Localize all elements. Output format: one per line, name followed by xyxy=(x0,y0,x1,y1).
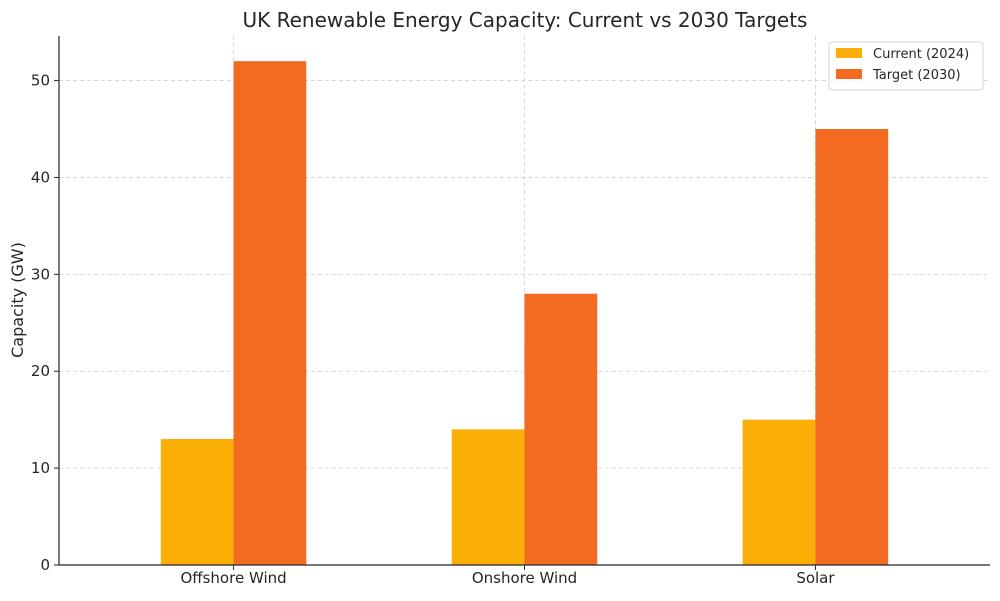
y-tick-label: 40 xyxy=(31,168,50,186)
legend-swatch xyxy=(836,69,862,79)
bar-target xyxy=(524,293,598,565)
x-tick-label: Offshore Wind xyxy=(180,569,286,587)
bar-target xyxy=(233,61,307,565)
x-tick-label: Onshore Wind xyxy=(472,569,577,587)
legend-label: Target (2030) xyxy=(872,68,961,83)
legend-box xyxy=(828,41,984,91)
y-axis-label: Capacity (GW) xyxy=(8,242,27,358)
bar-current xyxy=(742,419,816,565)
y-tick-label: 10 xyxy=(31,459,50,477)
bar-current xyxy=(451,429,525,565)
y-tick-label: 30 xyxy=(31,265,50,283)
bars xyxy=(160,61,889,565)
bar-target xyxy=(815,129,889,565)
legend-swatch xyxy=(836,48,862,58)
bar-current xyxy=(160,439,234,565)
y-tick-label: 50 xyxy=(31,72,50,90)
tick-labels: 0 10 20 30 40 50 Offshore Wind Onshore Wind Sola… xyxy=(31,72,835,587)
y-tick-label: 20 xyxy=(31,362,50,380)
chart-title: UK Renewable Energy Capacity: Current vs… xyxy=(243,8,808,32)
y-tick-label: 0 xyxy=(40,556,50,574)
legend-label: Current (2024) xyxy=(873,47,969,62)
legend: Current (2024) Target (2030) xyxy=(828,41,984,91)
x-tick-label: Solar xyxy=(796,569,835,587)
axes xyxy=(54,36,990,570)
